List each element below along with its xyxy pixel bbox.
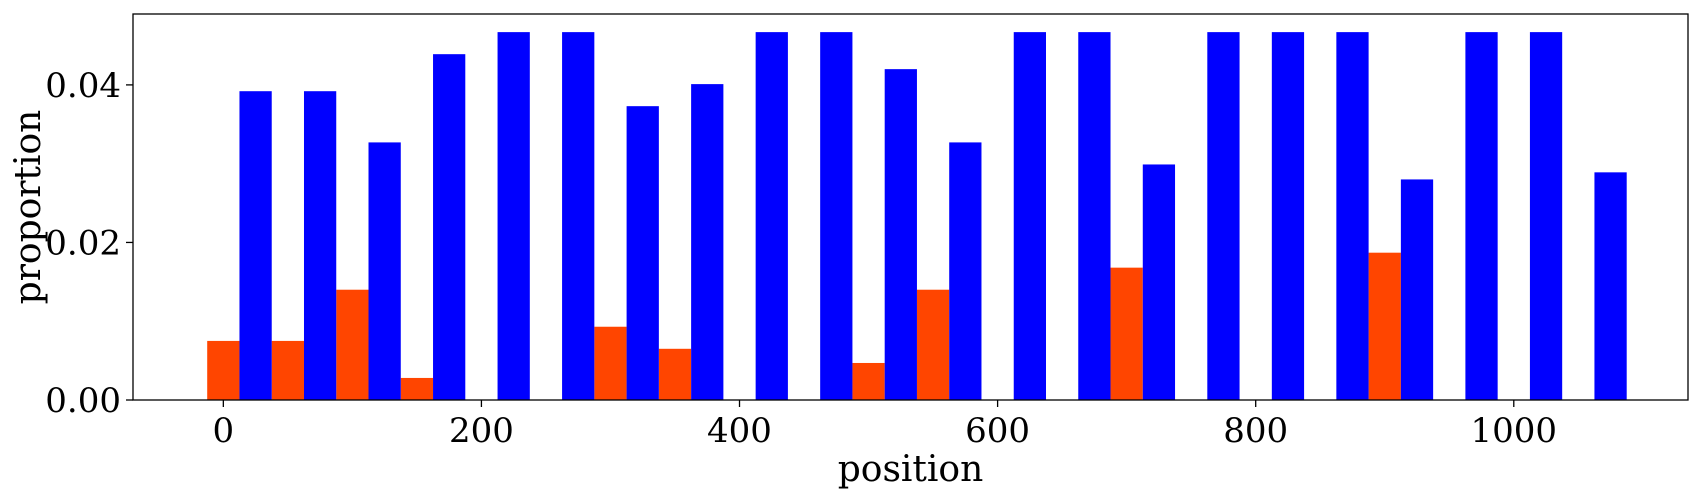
bar-series2-16 bbox=[1271, 32, 1305, 400]
x-axis-ticks: 0 200 400 600 800 1000 bbox=[213, 400, 1558, 451]
bar-series1-6 bbox=[594, 326, 627, 400]
bar-series2-12 bbox=[1013, 32, 1046, 400]
y-axis-ticks: 0.00 0.02 0.04 bbox=[45, 66, 133, 421]
y-tick-label: 0.04 bbox=[45, 66, 121, 106]
bar-series2-5 bbox=[562, 32, 595, 400]
bar-series2-6 bbox=[626, 106, 659, 400]
bar-series2-17 bbox=[1336, 32, 1369, 400]
x-tick-label: 1000 bbox=[1471, 411, 1558, 451]
bar-series2-2 bbox=[368, 142, 401, 400]
bar-series1-14 bbox=[1110, 267, 1143, 400]
bar-series2-15 bbox=[1207, 32, 1240, 400]
bar-series1-7 bbox=[658, 348, 692, 400]
bar-series2-3 bbox=[433, 54, 466, 401]
bar-series1-10 bbox=[852, 362, 885, 400]
bar-series1-2 bbox=[336, 289, 369, 400]
plot-frame bbox=[132, 13, 1689, 401]
x-tick-label: 0 bbox=[213, 411, 235, 451]
bar-series2-9 bbox=[820, 32, 853, 400]
bar-series2-14 bbox=[1142, 164, 1176, 400]
y-tick-label: 0.00 bbox=[45, 381, 121, 421]
x-tick-label: 600 bbox=[965, 411, 1030, 451]
y-axis-title: proportion bbox=[8, 110, 49, 305]
bar-series2-21 bbox=[1594, 172, 1627, 400]
bar-series1-18 bbox=[1368, 252, 1401, 400]
y-tick-label: 0.02 bbox=[45, 223, 121, 263]
bar-series2-11 bbox=[949, 142, 982, 400]
bar-series2-4 bbox=[497, 32, 530, 400]
bar-series2-19 bbox=[1465, 32, 1498, 400]
bars-layer bbox=[207, 32, 1627, 401]
bar-series2-1 bbox=[303, 91, 337, 400]
bar-series2-20 bbox=[1529, 32, 1563, 400]
bar-series1-11 bbox=[916, 289, 950, 400]
bar-series2-0 bbox=[239, 91, 272, 400]
bar-series2-7 bbox=[691, 84, 724, 401]
x-tick-label: 800 bbox=[1223, 411, 1288, 451]
x-axis-title: position bbox=[838, 449, 984, 490]
x-tick-label: 400 bbox=[707, 411, 772, 451]
bar-series1-3 bbox=[400, 377, 434, 400]
bar-series1-1 bbox=[271, 340, 304, 400]
bar-series1-0 bbox=[207, 340, 240, 400]
bar-series2-8 bbox=[755, 32, 788, 400]
bar-series2-18 bbox=[1400, 179, 1434, 400]
bar-series2-13 bbox=[1078, 32, 1111, 400]
bar-series2-10 bbox=[884, 69, 917, 401]
x-tick-label: 200 bbox=[449, 411, 514, 451]
